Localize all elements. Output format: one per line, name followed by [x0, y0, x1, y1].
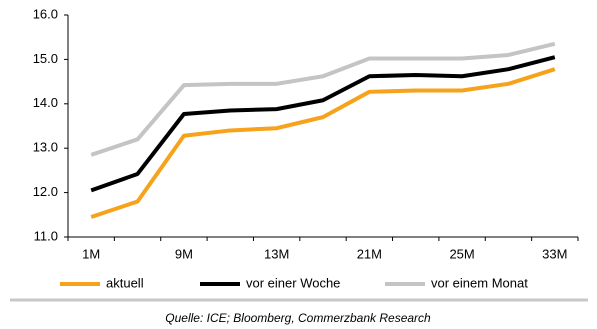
y-tick-label: 12.0: [33, 184, 58, 199]
series-line: [90, 67, 556, 219]
source: Quelle: ICE; Bloomberg, Commerzbank Rese…: [165, 311, 431, 325]
x-tick-label: 9M: [175, 246, 193, 261]
legend-label: vor einem Monat: [431, 275, 528, 290]
legend-label: aktuell: [106, 275, 144, 290]
y-tick-label: 13.0: [33, 140, 58, 155]
x-tick-label: 1M: [82, 246, 100, 261]
y-tick-label: 11.0: [34, 228, 58, 243]
series-line: [90, 41, 556, 157]
series-line: [90, 55, 556, 193]
legend-label: vor einer Woche: [246, 275, 340, 290]
y-tick-label: 16.0: [33, 6, 58, 21]
y-tick-label: 15.0: [33, 51, 58, 66]
x-tick-label: 33M: [542, 246, 567, 261]
y-tick-label: 14.0: [33, 95, 58, 110]
x-tick-label: 21M: [357, 246, 382, 261]
x-tick-label: 25M: [449, 246, 474, 261]
x-tick-label: 13M: [264, 246, 289, 261]
